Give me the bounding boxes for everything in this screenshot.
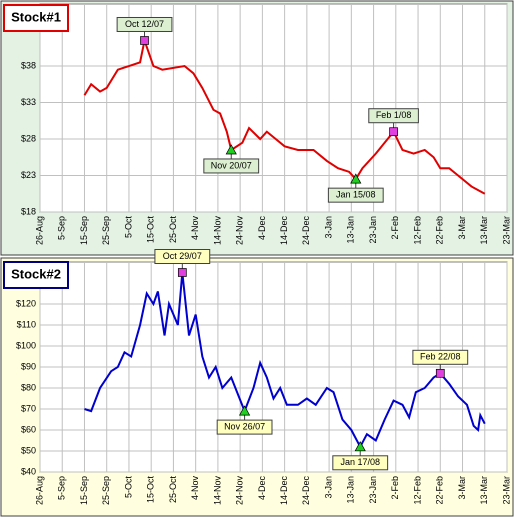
low-marker — [350, 173, 362, 184]
x-tick-label: 4-Nov — [190, 476, 200, 501]
annotation-label: Nov 26/07 — [224, 421, 265, 431]
x-tick-label: 5-Oct — [123, 476, 133, 499]
low-marker — [354, 441, 366, 452]
x-tick-label: 24-Dec — [301, 476, 311, 506]
x-tick-label: 23-Jan — [368, 476, 378, 504]
y-tick-label: $28 — [21, 133, 36, 143]
annotation-label: Jan 17/08 — [340, 457, 380, 467]
annotation-box — [203, 158, 260, 174]
annotation-label: Oct 12/07 — [125, 19, 164, 29]
x-tick-label: 3-Jan — [323, 216, 333, 239]
high-marker — [389, 127, 398, 137]
x-tick-label: 24-Nov — [235, 216, 245, 246]
x-tick-label: 3-Mar — [457, 476, 467, 500]
x-tick-label: 12-Feb — [412, 476, 422, 505]
chart-title: Stock#2 — [11, 266, 61, 281]
x-tick-label: 14-Dec — [279, 216, 289, 246]
x-tick-label: 15-Oct — [146, 216, 156, 244]
y-tick-label: $40 — [21, 466, 36, 476]
annotation-label: Nov 20/07 — [211, 160, 252, 170]
annotation-label: Feb 22/08 — [420, 352, 461, 362]
x-tick-label: 26-Aug — [34, 216, 44, 245]
x-tick-label: 13-Mar — [479, 216, 489, 245]
x-tick-label: 15-Sep — [79, 476, 89, 505]
y-tick-label: $70 — [21, 403, 36, 413]
annotation-box — [368, 108, 419, 124]
price-line — [84, 272, 486, 449]
high-marker — [435, 368, 445, 378]
x-tick-label: 5-Sep — [57, 476, 67, 500]
plot-area — [39, 3, 508, 213]
x-tick-label: 3-Mar — [457, 216, 467, 240]
y-tick-label: $38 — [21, 60, 36, 70]
annotation-box — [116, 16, 173, 32]
x-tick-label: 25-Sep — [101, 476, 111, 505]
x-tick-label: 15-Sep — [79, 216, 89, 245]
chart-title: Stock#1 — [11, 9, 61, 24]
x-tick-label: 24-Dec — [301, 216, 311, 246]
high-marker — [177, 268, 187, 277]
x-tick-label: 15-Oct — [146, 476, 156, 504]
x-tick-label: 23-Mar — [501, 216, 511, 245]
x-tick-label: 13-Jan — [346, 216, 356, 244]
x-tick-label: 25-Oct — [168, 216, 178, 244]
annotation-box — [412, 349, 469, 365]
x-tick-label: 2-Feb — [390, 216, 400, 240]
y-tick-label: $90 — [21, 361, 36, 371]
x-tick-label: 12-Feb — [412, 216, 422, 245]
y-tick-label: $23 — [21, 170, 36, 180]
x-tick-label: 14-Nov — [212, 476, 222, 506]
y-tick-label: $100 — [16, 340, 36, 350]
x-tick-label: 5-Sep — [57, 216, 67, 240]
x-tick-label: 14-Nov — [212, 216, 222, 246]
y-tick-label: $33 — [21, 97, 36, 107]
x-tick-label: 22-Feb — [435, 476, 445, 505]
x-tick-label: 26-Aug — [34, 476, 44, 505]
y-tick-label: $120 — [16, 298, 36, 308]
x-tick-label: 5-Oct — [123, 216, 133, 239]
x-tick-label: 22-Feb — [435, 216, 445, 245]
y-tick-label: $80 — [21, 382, 36, 392]
title-box — [3, 261, 69, 289]
low-marker — [225, 144, 237, 155]
y-tick-label: $60 — [21, 424, 36, 434]
annotation-label: Feb 1/08 — [376, 110, 412, 120]
x-tick-label: 2-Feb — [390, 476, 400, 500]
x-tick-label: 23-Jan — [368, 216, 378, 244]
x-tick-label: 25-Oct — [168, 476, 178, 504]
x-tick-label: 4-Dec — [257, 216, 267, 241]
x-tick-label: 23-Mar — [501, 476, 511, 505]
y-tick-label: $110 — [17, 319, 36, 329]
title-box — [3, 4, 69, 32]
x-tick-label: 4-Dec — [257, 476, 267, 501]
annotation-box — [332, 455, 389, 471]
annotation-box — [327, 187, 384, 203]
x-tick-label: 14-Dec — [279, 476, 289, 506]
y-tick-label: $50 — [21, 445, 36, 455]
annotation-label: Jan 15/08 — [336, 190, 376, 200]
x-tick-label: 13-Mar — [479, 476, 489, 505]
x-tick-label: 24-Nov — [235, 476, 245, 506]
x-tick-label: 4-Nov — [190, 216, 200, 241]
annotation-box — [216, 419, 273, 435]
low-marker — [238, 405, 251, 416]
x-tick-label: 13-Jan — [346, 476, 356, 504]
annotation-box — [154, 249, 211, 264]
annotation-label: Oct 29/07 — [163, 251, 202, 261]
high-marker — [140, 36, 149, 45]
y-tick-label: $18 — [21, 206, 36, 216]
x-tick-label: 3-Jan — [323, 476, 333, 499]
x-tick-label: 25-Sep — [101, 216, 111, 245]
